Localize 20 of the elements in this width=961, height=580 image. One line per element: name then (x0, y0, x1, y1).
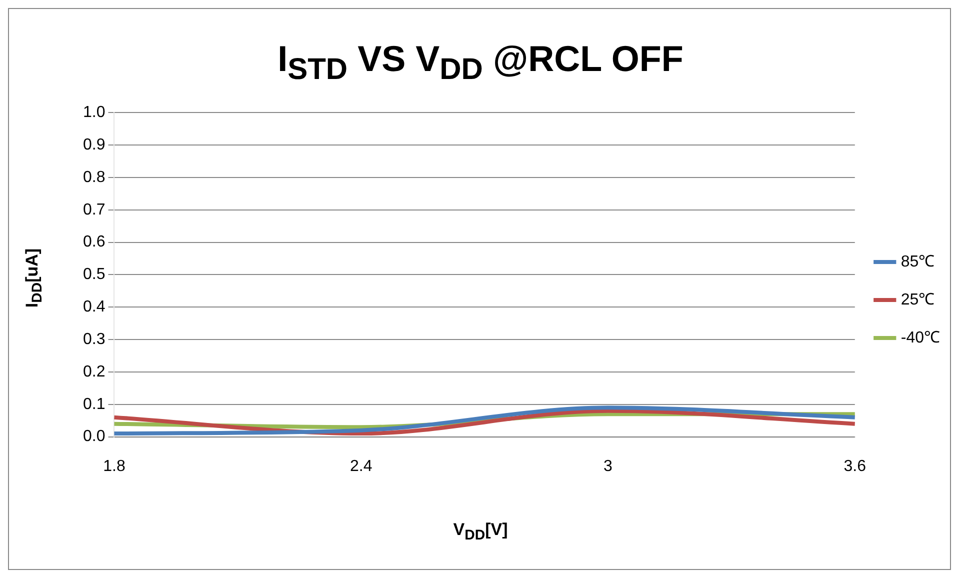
y-tick-label: 0.3 (82, 330, 106, 348)
x-tick-label: 3.6 (844, 458, 866, 475)
legend-label: 25℃ (900, 291, 935, 308)
y-tick-label: 0.2 (82, 363, 106, 380)
y-tick-label: 0.7 (82, 201, 106, 218)
x-tick-label: 3 (604, 458, 613, 475)
x-tick-label: 1.8 (103, 458, 126, 475)
y-tick-label: 0.5 (82, 266, 106, 284)
y-tick-label: 0.1 (82, 396, 106, 413)
x-axis-title: V$_{DD}$[V] (452, 520, 509, 544)
y-tick-label: 0.8 (82, 168, 106, 186)
y-tick-label: 0.9 (82, 136, 106, 154)
y-tick-label: 0.4 (82, 298, 106, 316)
x-tick-label: 2.4 (350, 458, 372, 475)
y-tick-label: 1.0 (82, 104, 106, 122)
chart-title: I$_{STD}$ VS V$_{DD}$ @RCL OFF (276, 38, 684, 88)
legend-label: 85℃ (900, 253, 935, 270)
y-tick-label: 0.6 (82, 234, 106, 251)
y-tick-label: 0.0 (82, 428, 106, 446)
legend-label: -40℃ (900, 329, 940, 346)
